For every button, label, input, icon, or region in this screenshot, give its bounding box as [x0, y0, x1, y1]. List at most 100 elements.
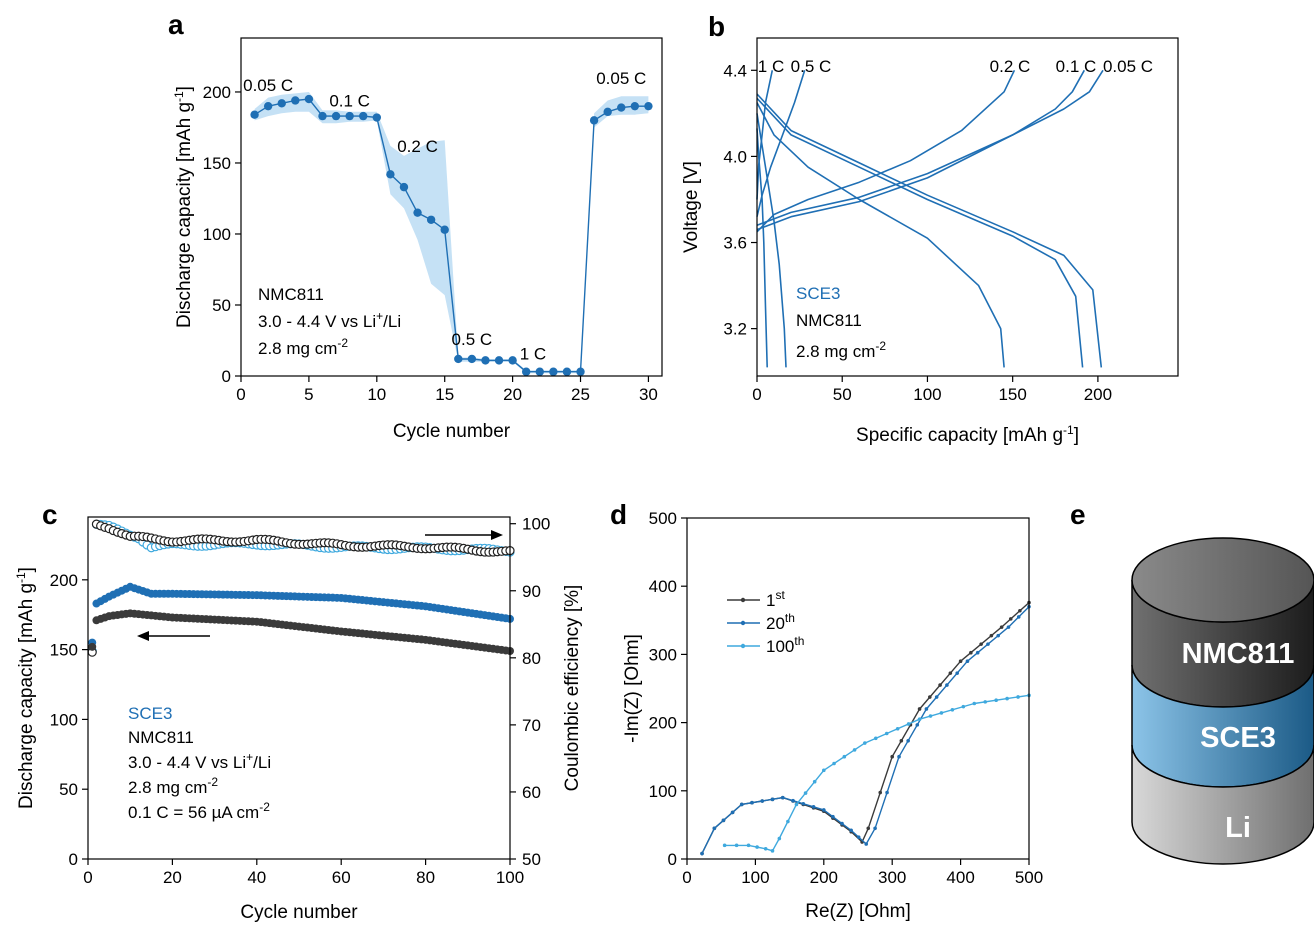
nyquist-point: [700, 851, 704, 856]
charge-curve: [756, 69, 1085, 231]
charge-curve: [756, 70, 806, 217]
x-tick-label: 300: [878, 868, 906, 887]
nyquist-point: [950, 707, 955, 712]
x-tick-label: 0: [83, 868, 92, 887]
rate-label: 0.5 C: [452, 330, 493, 349]
nyquist-point: [801, 801, 806, 806]
panel-c: c0 20 40 60 80 1000501001502005060708090100Cy…: [14, 499, 583, 923]
layer-label-li: Li: [1225, 812, 1251, 844]
nyquist-point: [722, 843, 727, 848]
nyquist-point: [975, 650, 980, 655]
y-tick-label: 0: [69, 850, 78, 869]
data-point: [263, 101, 273, 111]
y2-tick-label: 100: [522, 515, 550, 534]
data-point: [549, 367, 558, 376]
discharge-curve: [756, 97, 1084, 368]
x-tick-label: 200: [1084, 385, 1112, 404]
y2-axis-label: Coulombic efficiency [%]: [562, 585, 583, 792]
y-tick-label: 0: [222, 367, 231, 386]
nyquist-point: [917, 717, 922, 721]
cell-top: [1131, 537, 1314, 623]
nyquist-point: [760, 799, 765, 803]
y-tick-label: 3.6: [723, 234, 747, 253]
nyquist-point: [791, 798, 795, 803]
nyquist-point: [924, 707, 929, 711]
y-axis-label: Discharge capacity [mAh g-1]: [14, 567, 37, 809]
nyquist-point: [994, 698, 998, 703]
nyquist-point: [1008, 617, 1013, 621]
y-tick-label: 100: [649, 782, 677, 801]
nyquist-point: [794, 802, 799, 807]
nyquist-point: [864, 842, 869, 846]
cell-layer: [1131, 744, 1314, 865]
x-tick-label: 500: [1015, 868, 1043, 887]
plot-frame: [240, 37, 663, 377]
y2-tick-label: 50: [522, 850, 541, 869]
x-tick-label: 20: [163, 868, 182, 887]
layer-label-nmc811: NMC811: [1182, 638, 1295, 670]
nyquist-point: [822, 808, 826, 812]
data-point: [386, 170, 395, 179]
x-tick-label: 0: [752, 385, 761, 404]
nyquist-point: [1016, 615, 1021, 619]
charge-curve: [756, 70, 774, 200]
x-axis-label: Cycle number: [240, 902, 358, 922]
x-tick-label: 15: [435, 385, 454, 404]
nyquist-point: [832, 761, 836, 766]
data-point: [399, 182, 409, 192]
nyquist-point: [812, 779, 817, 784]
nyquist-point: [878, 790, 883, 795]
electrolyte-label: SCE3: [796, 284, 840, 303]
data-point: [494, 356, 504, 365]
x-tick-label: 5: [304, 385, 313, 404]
y2-tick-label: 80: [522, 649, 541, 668]
data-point: [277, 99, 286, 108]
nyquist-point: [770, 797, 775, 802]
nyquist-point: [983, 700, 988, 704]
x-tick-label: 10: [367, 385, 386, 404]
nyquist-point: [999, 625, 1004, 629]
y-tick-label: 300: [649, 645, 677, 664]
nyquist-point: [1016, 695, 1020, 699]
y-tick-label: 200: [203, 83, 231, 102]
nyquist-point: [734, 843, 739, 848]
rate-label: 0.5 C: [791, 57, 832, 76]
legend-marker: [740, 620, 746, 626]
x-tick-label: 0: [682, 868, 691, 887]
y-tick-label: 200: [649, 714, 677, 733]
nyquist-point: [899, 738, 904, 743]
nyquist-point: [739, 802, 744, 807]
nyquist-point: [917, 707, 922, 711]
x-axis-label: Specific capacity [mAh g-1]: [856, 423, 1079, 446]
legend-label: 1st: [766, 588, 785, 610]
nyquist-point: [842, 754, 847, 759]
sample-label: NMC811: [128, 728, 194, 747]
nyquist-point: [803, 791, 808, 795]
charge-curve: [756, 69, 1104, 227]
nyquist-point: [939, 711, 944, 715]
data-point: [372, 113, 382, 122]
y-axis-label: Voltage [V]: [681, 161, 702, 253]
nyquist-point: [873, 736, 878, 741]
legend-label: 100th: [766, 634, 804, 656]
arrow-left-head: [137, 631, 149, 641]
y-tick-label: 100: [203, 225, 231, 244]
nyquist-point: [1006, 625, 1011, 629]
y-tick-label: 400: [649, 577, 677, 596]
panel-letter: b: [708, 11, 725, 42]
nyquist-point: [863, 741, 867, 745]
loading-label: 2.8 mg cm-2: [128, 775, 218, 797]
legend-marker: [740, 643, 746, 649]
current-label: 0.1 C = 56 µA cm-2: [128, 800, 270, 822]
nyquist-point: [763, 846, 768, 851]
data-point: [589, 116, 599, 125]
y2-tick-label: 70: [522, 716, 541, 735]
layer-label-sce3: SCE3: [1200, 722, 1276, 754]
data-point: [250, 110, 259, 119]
sample-label: NMC811: [258, 285, 324, 304]
nyquist-point: [885, 790, 889, 795]
nyquist-point: [890, 754, 894, 759]
nyquist-point: [915, 723, 920, 727]
nyquist-point: [831, 814, 835, 819]
